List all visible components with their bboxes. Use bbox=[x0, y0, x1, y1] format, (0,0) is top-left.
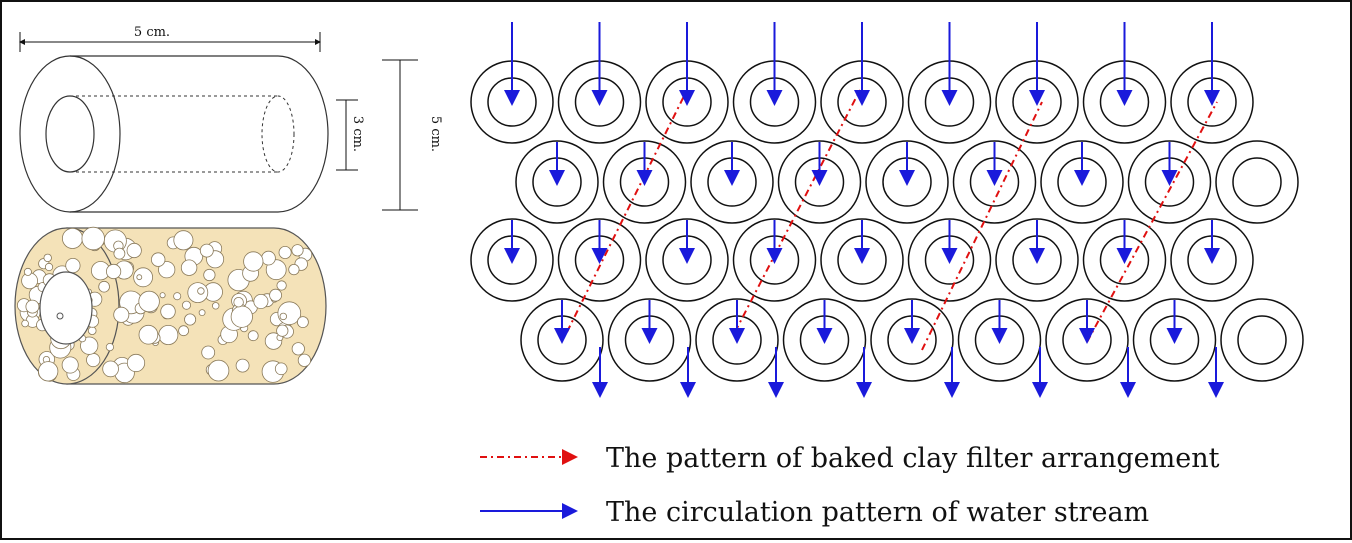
pore bbox=[201, 345, 216, 360]
pore bbox=[43, 253, 52, 263]
pore bbox=[198, 309, 206, 317]
pore bbox=[65, 257, 81, 274]
pore bbox=[133, 267, 154, 288]
pore bbox=[106, 263, 122, 280]
pore bbox=[86, 352, 101, 368]
pore bbox=[159, 292, 166, 299]
pore bbox=[276, 324, 289, 337]
pore bbox=[291, 342, 305, 356]
filter-ring-grid bbox=[470, 60, 1304, 382]
legend-label-arrangement: The pattern of baked clay filter arrange… bbox=[606, 443, 1220, 474]
pore bbox=[81, 226, 105, 251]
pore bbox=[126, 242, 142, 259]
arrangement-path bbox=[734, 89, 861, 333]
pore bbox=[276, 280, 287, 291]
pore bbox=[296, 316, 309, 329]
ring-outer bbox=[1215, 140, 1299, 224]
pore bbox=[113, 306, 130, 323]
pore bbox=[38, 361, 59, 382]
pore bbox=[181, 300, 191, 310]
ring-outer bbox=[1220, 298, 1304, 382]
legend-label-water: The circulation pattern of water stream bbox=[606, 497, 1149, 528]
pore bbox=[138, 324, 159, 345]
pore bbox=[160, 303, 176, 320]
pore bbox=[235, 358, 250, 373]
pore bbox=[113, 247, 126, 260]
arrangement-path bbox=[566, 89, 688, 333]
pore bbox=[207, 359, 230, 382]
pore bbox=[269, 288, 283, 302]
pore bbox=[274, 362, 288, 376]
pore bbox=[297, 353, 311, 367]
filter-ring bbox=[1215, 140, 1299, 224]
pore bbox=[138, 290, 160, 313]
legend-item-arrangement: The pattern of baked clay filter arrange… bbox=[480, 443, 1220, 474]
pore bbox=[150, 252, 166, 267]
pore bbox=[178, 325, 190, 337]
legend: The pattern of baked clay filter arrange… bbox=[480, 443, 1220, 528]
pore bbox=[136, 274, 143, 281]
pore bbox=[158, 324, 179, 345]
pore bbox=[98, 280, 110, 293]
water-stream-arrows bbox=[504, 22, 1224, 398]
cylinder-back-edge bbox=[277, 55, 329, 213]
pore bbox=[62, 227, 84, 249]
pore bbox=[105, 342, 115, 352]
cylinder-bore-front bbox=[45, 95, 95, 173]
porous-cylinder bbox=[14, 226, 327, 385]
ring-inner bbox=[1232, 157, 1282, 207]
pore bbox=[173, 230, 194, 251]
pore bbox=[288, 263, 300, 276]
outer-diameter-label: 5 cm. bbox=[428, 116, 443, 152]
pore bbox=[233, 297, 244, 308]
pore bbox=[61, 356, 79, 374]
cylinder-bore-back bbox=[261, 95, 295, 173]
porous-bore bbox=[39, 271, 93, 345]
pore bbox=[211, 302, 220, 310]
length-label: 5 cm. bbox=[134, 25, 170, 40]
inner-diameter-label: 3 cm. bbox=[350, 116, 365, 152]
pore bbox=[44, 262, 54, 272]
pore bbox=[180, 259, 198, 276]
pore bbox=[230, 305, 253, 328]
pore bbox=[126, 353, 146, 373]
pore bbox=[291, 244, 304, 257]
pore bbox=[253, 293, 269, 309]
pore bbox=[278, 245, 292, 259]
pore bbox=[261, 250, 276, 266]
arrangement-path bbox=[921, 101, 1043, 351]
pore bbox=[102, 360, 119, 378]
cylinder-drawing: 5 cm. 3 cm. 5 cm. bbox=[19, 25, 443, 213]
pore bbox=[279, 312, 287, 321]
pore bbox=[247, 330, 259, 342]
arrangement-path bbox=[1086, 101, 1218, 343]
pore bbox=[199, 243, 214, 258]
pore bbox=[87, 326, 97, 336]
pore bbox=[173, 292, 182, 301]
pore bbox=[203, 268, 216, 282]
pore bbox=[158, 261, 176, 279]
legend-item-water: The circulation pattern of water stream bbox=[480, 497, 1149, 528]
ring-inner bbox=[1237, 315, 1287, 365]
pore bbox=[21, 319, 29, 328]
pore bbox=[243, 251, 264, 272]
pore bbox=[23, 267, 32, 276]
filter-arrangement-paths bbox=[566, 89, 1218, 351]
filter-ring bbox=[1220, 298, 1304, 382]
pore bbox=[25, 299, 40, 314]
pore bbox=[184, 313, 197, 326]
pore bbox=[197, 287, 205, 295]
